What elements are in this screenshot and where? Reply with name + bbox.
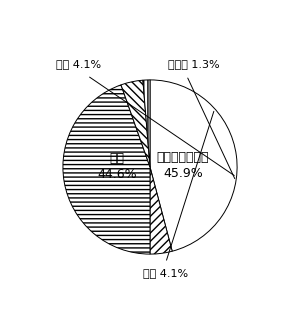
Text: 往診 4.1%: 往診 4.1% bbox=[56, 59, 101, 69]
Text: 無回答 1.3%: 無回答 1.3% bbox=[168, 59, 219, 69]
Text: 通院
44.6%: 通院 44.6% bbox=[97, 153, 137, 181]
Wedge shape bbox=[150, 167, 172, 254]
Text: かかっていない
45.9%: かかっていない 45.9% bbox=[157, 151, 209, 180]
Wedge shape bbox=[143, 80, 150, 167]
Wedge shape bbox=[150, 80, 237, 251]
Wedge shape bbox=[121, 80, 150, 167]
Wedge shape bbox=[63, 85, 150, 254]
Text: 入院 4.1%: 入院 4.1% bbox=[143, 268, 188, 278]
